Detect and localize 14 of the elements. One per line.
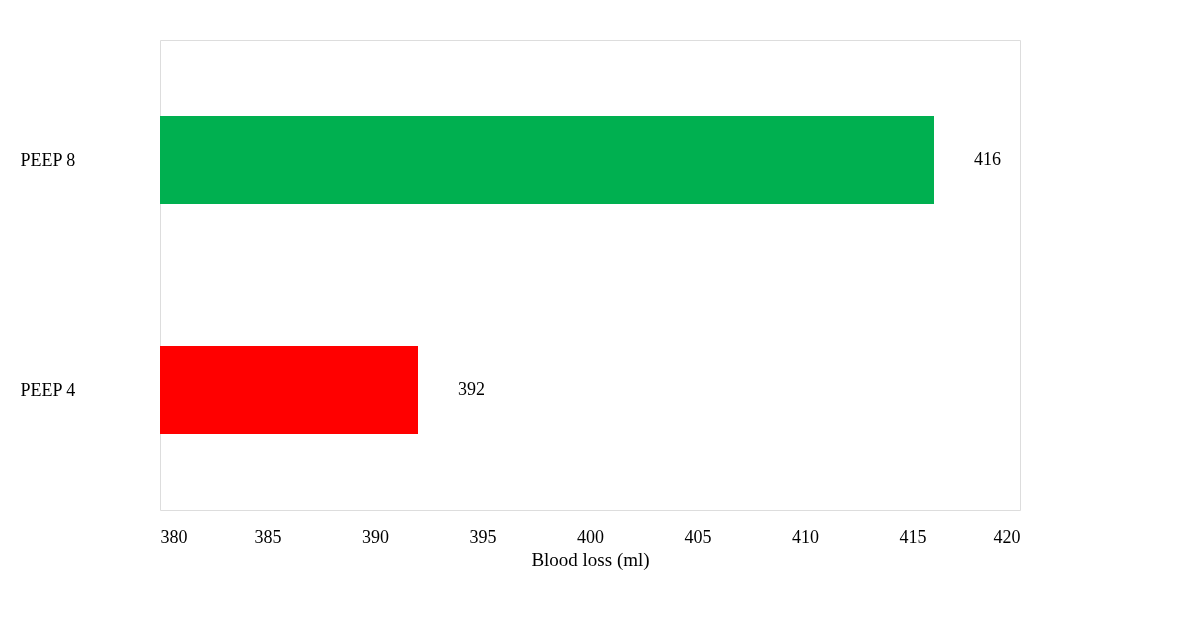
x-tick-label: 395 (469, 526, 497, 547)
y-tick-label: PEEP 4 (20, 379, 76, 400)
x-tick-label: 380 (160, 526, 188, 547)
data-label: 392 (458, 379, 485, 399)
data-label: 416 (974, 149, 1001, 169)
x-tick-label: 385 (254, 526, 282, 547)
x-tick-label: 390 (362, 526, 389, 547)
x-tick-label: 405 (684, 526, 712, 547)
x-axis-title: Blood loss (ml) (531, 548, 650, 571)
x-tick-label: 415 (899, 526, 927, 547)
y-tick-label: PEEP 8 (20, 149, 76, 170)
x-tick-label: 420 (993, 526, 1021, 547)
x-tick-label: 410 (792, 526, 819, 547)
x-tick-label: 400 (577, 526, 604, 547)
